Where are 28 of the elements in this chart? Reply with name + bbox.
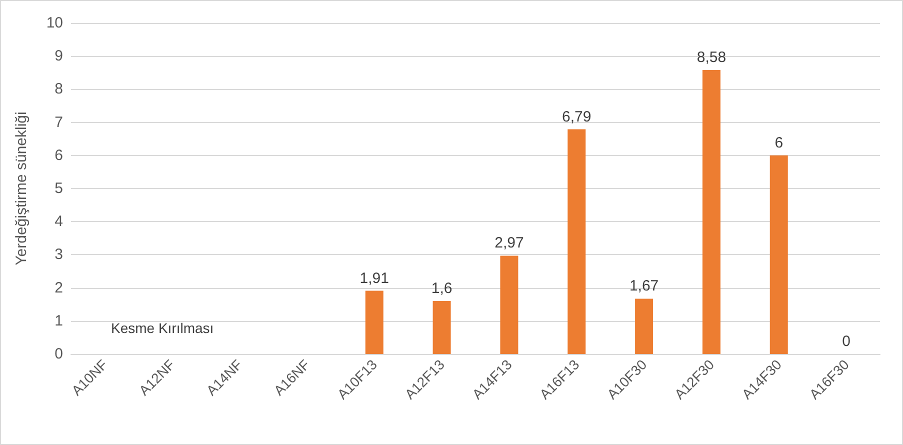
data-label: 1,91 bbox=[360, 270, 389, 287]
y-tick-label: 6 bbox=[54, 146, 63, 164]
data-label: 8,58 bbox=[696, 49, 726, 66]
data-label: 2,97 bbox=[494, 234, 524, 252]
y-tick-label: 3 bbox=[54, 246, 63, 264]
y-tick-label: 2 bbox=[54, 279, 63, 296]
y-axis-title: Yerdeğiştirme sünekliği bbox=[13, 112, 30, 266]
bar bbox=[432, 301, 451, 354]
bar bbox=[702, 70, 720, 354]
data-label: 1,67 bbox=[629, 278, 659, 295]
y-tick-label: 5 bbox=[54, 180, 63, 197]
y-tick-label: 7 bbox=[54, 114, 63, 131]
data-label: 1,6 bbox=[431, 280, 452, 298]
bar bbox=[770, 155, 788, 354]
y-tick-label: 9 bbox=[54, 48, 63, 65]
bar bbox=[365, 290, 384, 354]
y-tick-label: 4 bbox=[54, 213, 63, 230]
data-label: 0 bbox=[842, 333, 850, 350]
annotation: Kesme Kırılması bbox=[111, 320, 214, 336]
bar bbox=[500, 256, 518, 354]
y-tick-label: 10 bbox=[46, 14, 63, 32]
bar bbox=[568, 129, 586, 354]
y-tick-label: 1 bbox=[54, 312, 63, 330]
y-tick-label: 0 bbox=[54, 346, 63, 362]
bar bbox=[635, 298, 654, 354]
y-tick-label: 8 bbox=[54, 80, 63, 98]
data-label: 6,79 bbox=[562, 108, 592, 126]
data-label: 6 bbox=[774, 134, 784, 152]
